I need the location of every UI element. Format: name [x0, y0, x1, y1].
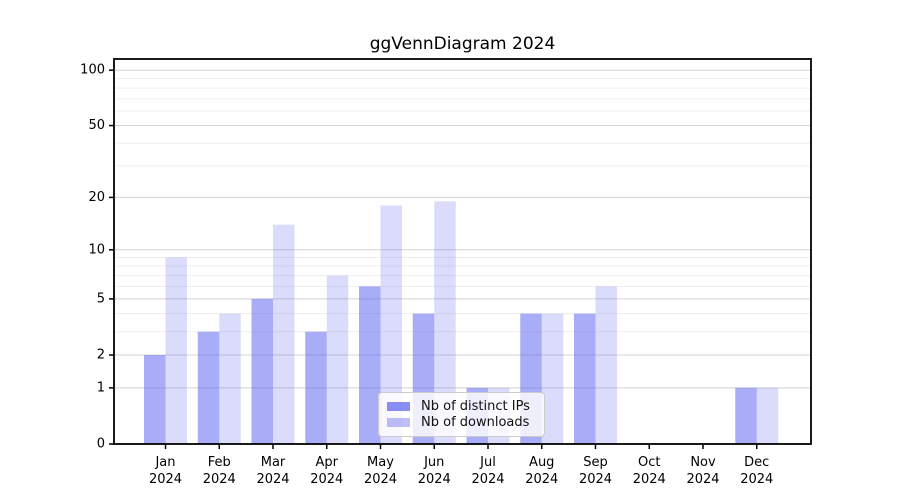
x-tick-label-month: Aug: [529, 455, 554, 470]
legend-label-downloads: Nb of downloads: [421, 415, 530, 431]
y-tick-label: 2: [97, 348, 105, 363]
bar-ips-dec: [735, 387, 757, 444]
y-tick-label: 50: [88, 118, 105, 133]
x-tick-label-month: Dec: [744, 455, 769, 470]
bar-downloads-apr: [326, 275, 349, 444]
x-tick-label-month: Apr: [316, 455, 339, 470]
bar-downloads-mar: [273, 224, 295, 444]
bar-ips-sep: [574, 313, 596, 444]
y-tick-label: 1: [97, 380, 105, 395]
x-tick-label-month: Jul: [479, 455, 496, 470]
x-tick-label-month: Oct: [638, 455, 660, 470]
x-tick-label-year: 2024: [418, 472, 451, 487]
x-tick-label-year: 2024: [364, 472, 397, 487]
x-tick-label-year: 2024: [525, 472, 558, 487]
y-tick-label: 5: [97, 291, 105, 306]
x-tick-label-year: 2024: [310, 472, 343, 487]
bar-downloads-sep: [595, 286, 617, 444]
x-tick-label-month: Nov: [690, 455, 716, 470]
legend-label-distinct-ips: Nb of distinct IPs: [421, 398, 530, 414]
bar-ips-feb: [197, 331, 220, 444]
bar-ips-mar: [251, 298, 273, 444]
x-tick-label-month: May: [367, 455, 394, 470]
legend: Nb of distinct IPs Nb of downloads: [378, 392, 545, 437]
x-tick-label-year: 2024: [256, 472, 289, 487]
x-tick-label-month: Jan: [154, 455, 175, 470]
x-tick-label-month: Mar: [261, 455, 286, 470]
legend-item-distinct-ips: Nb of distinct IPs: [387, 400, 536, 413]
y-tick-label: 0: [97, 437, 105, 452]
x-tick-label-year: 2024: [203, 472, 236, 487]
x-tick-label-year: 2024: [740, 472, 773, 487]
chart-title: ggVennDiagram 2024: [369, 34, 556, 54]
x-tick-label-year: 2024: [686, 472, 719, 487]
legend-swatch-distinct-ips: [387, 401, 410, 411]
y-tick-label: 10: [88, 242, 105, 257]
bar-downloads-feb: [219, 313, 241, 444]
legend-item-downloads: Nb of downloads: [387, 416, 536, 429]
bar-ips-apr: [305, 331, 327, 444]
x-tick-label-year: 2024: [471, 472, 504, 487]
bar-downloads-aug: [541, 313, 564, 444]
x-tick-label-month: Jun: [423, 455, 444, 470]
bar-downloads-may: [380, 205, 402, 444]
legend-swatch-downloads: [387, 418, 410, 428]
bar-downloads-dec: [756, 387, 779, 444]
x-tick-label-year: 2024: [149, 472, 182, 487]
y-tick-label: 20: [88, 190, 105, 205]
bar-downloads-jan: [165, 257, 187, 444]
x-tick-label-month: Sep: [583, 455, 608, 470]
bar-downloads-jun: [434, 201, 456, 444]
axes-box: [113, 58, 812, 445]
x-tick-label-month: Feb: [208, 455, 231, 470]
bar-ips-jan: [144, 355, 166, 444]
x-tick-label-year: 2024: [633, 472, 666, 487]
bar-ips-may: [359, 286, 381, 444]
y-tick-label: 100: [80, 63, 105, 78]
x-tick-label-year: 2024: [579, 472, 612, 487]
